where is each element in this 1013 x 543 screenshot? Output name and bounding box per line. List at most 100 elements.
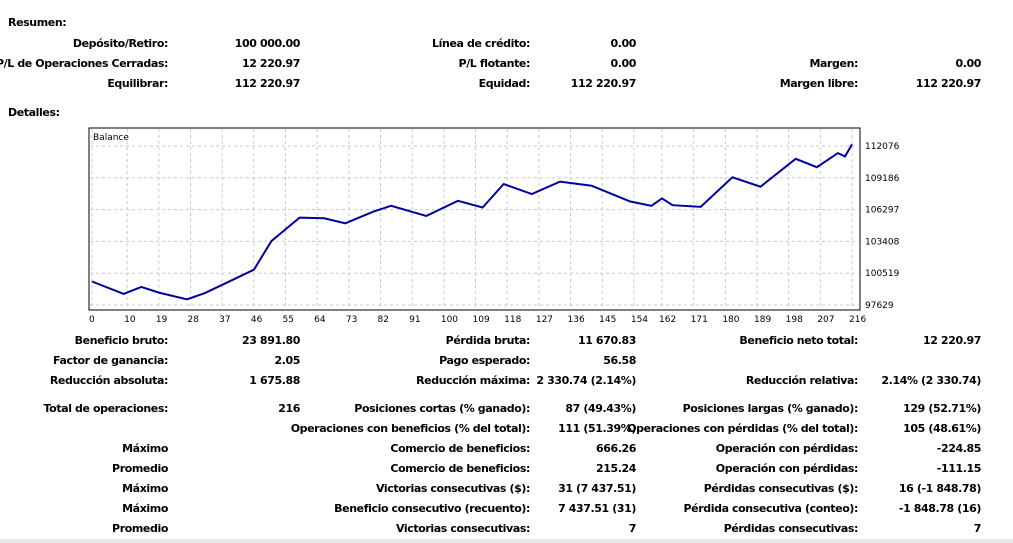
stat-label: P/L de Operaciones Cerradas: xyxy=(0,57,168,70)
x-tick-label: 28 xyxy=(188,315,200,325)
stat-value: 215.24 xyxy=(595,462,636,475)
y-tick-label: 103408 xyxy=(865,237,900,247)
stat-label: Posiciones largas (% ganado): xyxy=(682,402,859,415)
stat-value: 16 (-1 848.78) xyxy=(898,482,981,495)
stat-value: 112 220.97 xyxy=(915,77,982,90)
stat-label: P/L flotante: xyxy=(458,57,531,70)
stat-value: 1 675.88 xyxy=(249,374,300,387)
stat-value: 666.26 xyxy=(595,442,636,455)
stat-label: Operaciones con beneficios (% del total)… xyxy=(290,422,531,435)
details-title: Detalles: xyxy=(8,106,60,119)
stat-value: 7 437.51 (31) xyxy=(558,502,636,515)
stat-label: Beneficio consecutivo (recuento): xyxy=(334,502,530,515)
stat-label: Margen libre: xyxy=(779,77,859,90)
stat-label: Margen: xyxy=(809,57,858,70)
stat-label: Reducción máxima: xyxy=(416,374,530,387)
x-tick-label: 64 xyxy=(314,315,326,325)
stat-value: 2.14% (2 330.74) xyxy=(881,374,981,387)
stat-label: Victorias consecutivas ($): xyxy=(376,482,530,495)
stat-value: 0.00 xyxy=(610,37,636,50)
stat-value: 111 (51.39%) xyxy=(558,422,636,435)
x-tick-label: 46 xyxy=(251,315,263,325)
stat-value: 11 670.83 xyxy=(578,334,636,347)
stat-label: Depósito/Retiro: xyxy=(72,37,169,50)
stat-value: 112 220.97 xyxy=(570,77,637,90)
y-tick-label: 100519 xyxy=(865,269,900,279)
x-tick-label: 0 xyxy=(89,315,95,325)
stat-value: 100 000.00 xyxy=(234,37,301,50)
stat-label: Línea de crédito: xyxy=(432,37,530,50)
stat-label: Promedio xyxy=(112,522,168,535)
x-tick-label: 136 xyxy=(568,315,585,325)
stat-value: 12 220.97 xyxy=(923,334,981,347)
stat-value: 105 (48.61%) xyxy=(903,422,981,435)
stat-label: Pago esperado: xyxy=(439,354,530,367)
stat-label: Total de operaciones: xyxy=(43,402,169,415)
stat-label: Promedio xyxy=(112,462,168,475)
stat-value: 0.00 xyxy=(955,57,981,70)
x-tick-label: 91 xyxy=(409,315,420,325)
chart-frame xyxy=(88,127,861,311)
chart-title: Balance xyxy=(93,133,129,143)
balance-line xyxy=(91,143,853,301)
stat-label: Reducción absoluta: xyxy=(49,374,169,387)
stat-value: 12 220.97 xyxy=(242,57,300,70)
x-tick-label: 154 xyxy=(631,315,648,325)
stat-label: Comercio de beneficios: xyxy=(390,462,530,475)
stat-value: 112 220.97 xyxy=(234,77,301,90)
x-tick-label: 118 xyxy=(504,315,521,325)
stat-label: Beneficio bruto: xyxy=(74,334,169,347)
x-tick-label: 171 xyxy=(691,315,708,325)
stat-value: 0.00 xyxy=(610,57,636,70)
stat-label: Equilibrar: xyxy=(107,77,168,90)
stat-label: Beneficio neto total: xyxy=(739,334,858,347)
x-tick-label: 127 xyxy=(536,315,553,325)
stat-value: 2.05 xyxy=(274,354,300,367)
stat-value: -111.15 xyxy=(936,462,982,475)
stat-label: Máximo xyxy=(122,482,168,495)
stat-value: 216 xyxy=(278,402,300,415)
stat-label: Máximo xyxy=(122,502,168,515)
x-tick-label: 207 xyxy=(817,315,834,325)
summary-title: Resumen: xyxy=(8,16,67,29)
x-tick-label: 180 xyxy=(722,315,739,325)
stat-label: Máximo xyxy=(122,442,168,455)
stat-label: Posiciones cortas (% ganado): xyxy=(354,402,530,415)
stat-label: Equidad: xyxy=(478,77,531,90)
x-tick-label: 216 xyxy=(849,315,866,325)
stat-label: Pérdidas consecutivas: xyxy=(723,522,859,535)
x-tick-label: 100 xyxy=(441,315,458,325)
stat-value: 7 xyxy=(973,522,982,535)
stat-value: 31 (7 437.51) xyxy=(558,482,636,495)
stat-label: Operación con pérdidas: xyxy=(715,442,859,455)
x-tick-label: 145 xyxy=(599,315,616,325)
y-tick-label: 97629 xyxy=(865,301,894,311)
x-tick-label: 19 xyxy=(156,315,168,325)
stat-label: Comercio de beneficios: xyxy=(390,442,530,455)
x-tick-label: 10 xyxy=(124,315,136,325)
x-tick-label: 55 xyxy=(283,315,294,325)
stat-label: Pérdida consecutiva (conteo): xyxy=(683,502,859,515)
bottom-border xyxy=(0,539,1013,543)
y-tick-label: 106297 xyxy=(865,206,899,216)
stat-label: Pérdida bruta: xyxy=(445,334,531,347)
x-tick-label: 162 xyxy=(659,315,676,325)
stat-value: 2 330.74 (2.14%) xyxy=(536,374,636,387)
balance-chart: Balance 0 10 19 28 37 46 55 64 73 82 91 100 109 118 12… xyxy=(88,127,900,325)
stat-value: 87 (49.43%) xyxy=(565,402,636,415)
y-tick-label: 112076 xyxy=(865,142,900,152)
stat-label: Factor de ganancia: xyxy=(53,354,168,367)
stat-label: Reducción relativa: xyxy=(745,374,859,387)
x-tick-label: 198 xyxy=(786,315,803,325)
stat-value: 23 891.80 xyxy=(242,334,300,347)
stat-label: Operaciones con pérdidas (% del total): xyxy=(627,422,858,435)
stat-label: Victorias consecutivas: xyxy=(395,522,530,535)
stat-value: 129 (52.71%) xyxy=(903,402,981,415)
x-tick-label: 82 xyxy=(378,315,389,325)
x-tick-label: 37 xyxy=(219,315,230,325)
stat-label: Operación con pérdidas: xyxy=(715,462,859,475)
x-tick-label: 73 xyxy=(346,315,357,325)
stat-label: Pérdidas consecutivas ($): xyxy=(703,482,859,495)
stat-value: 56.58 xyxy=(603,354,636,367)
x-tick-label: 189 xyxy=(754,315,771,325)
